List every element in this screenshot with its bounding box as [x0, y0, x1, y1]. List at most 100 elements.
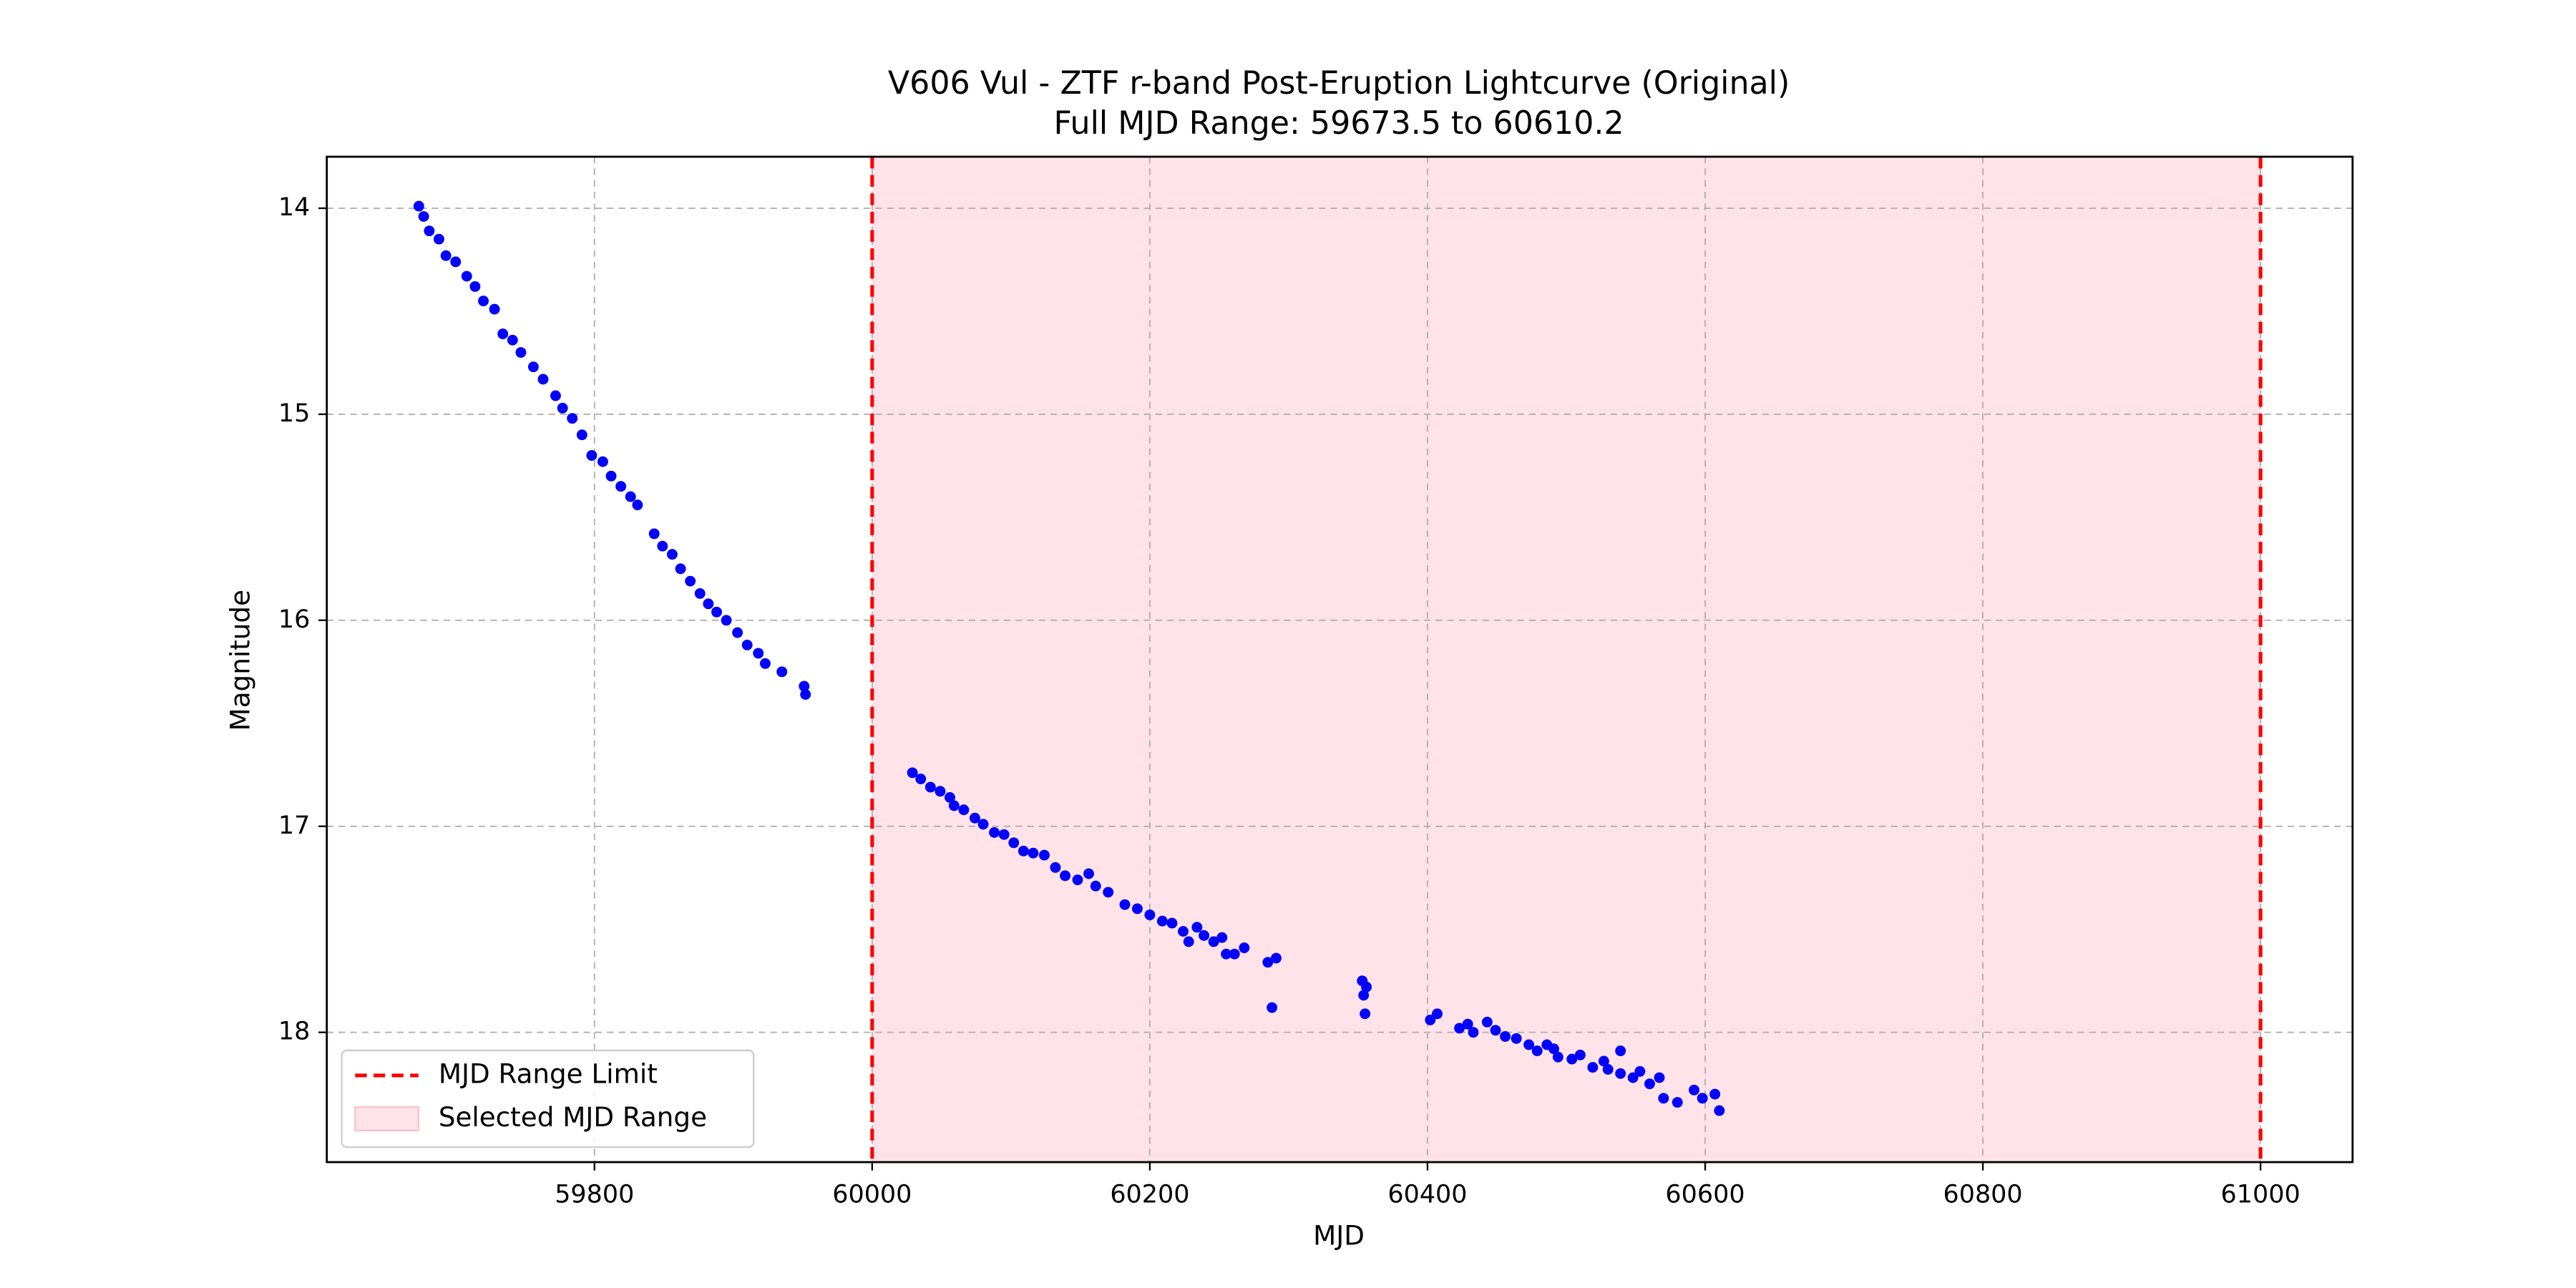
- data-point: [935, 786, 946, 797]
- data-point: [1131, 903, 1143, 914]
- data-point: [1216, 932, 1228, 943]
- data-point: [489, 303, 500, 315]
- x-tick-label: 61000: [2221, 1181, 2301, 1209]
- data-point: [989, 826, 1000, 838]
- selected-range: [872, 157, 2261, 1163]
- legend-label: MJD Range Limit: [439, 1058, 658, 1089]
- data-point: [945, 792, 955, 803]
- data-point: [753, 648, 764, 659]
- data-point: [1714, 1105, 1725, 1116]
- legend-box: [341, 1049, 755, 1148]
- legend-span-swatch: [354, 1106, 420, 1131]
- x-tick-label: 60000: [832, 1181, 912, 1209]
- data-point: [1103, 887, 1114, 898]
- data-point: [576, 429, 587, 441]
- y-tick-label: 18: [278, 1018, 310, 1046]
- data-point: [948, 800, 960, 811]
- y-tick-label: 14: [278, 193, 310, 222]
- data-point: [1208, 936, 1219, 947]
- data-point: [1018, 845, 1029, 857]
- data-point: [1028, 847, 1039, 859]
- data-point: [1178, 926, 1189, 937]
- data-point: [615, 481, 627, 492]
- data-point: [1361, 981, 1372, 992]
- data-point: [1587, 1062, 1599, 1073]
- data-point: [1490, 1025, 1501, 1036]
- data-point: [1083, 868, 1094, 879]
- chart-title: V606 Vul - ZTF r-band Post-Eruption Ligh…: [888, 65, 1790, 102]
- data-point: [666, 549, 678, 560]
- data-point: [515, 347, 527, 358]
- data-point: [507, 334, 518, 346]
- data-point: [1500, 1030, 1511, 1042]
- data-point: [1511, 1033, 1522, 1044]
- x-tick-label: 59800: [555, 1181, 634, 1209]
- data-point: [1358, 990, 1370, 1001]
- data-point: [1644, 1078, 1655, 1090]
- y-axis-label: Magnitude: [224, 590, 255, 731]
- data-point: [1060, 870, 1070, 882]
- data-point: [434, 233, 444, 245]
- data-point: [648, 528, 660, 540]
- data-point: [418, 211, 429, 222]
- data-point: [1156, 915, 1168, 927]
- data-point: [1090, 880, 1101, 892]
- data-point: [557, 402, 568, 414]
- data-point: [694, 587, 706, 599]
- data-point: [1672, 1097, 1683, 1108]
- data-point: [1462, 1018, 1473, 1030]
- data-point: [1689, 1084, 1699, 1096]
- data-point: [1574, 1049, 1586, 1060]
- data-point: [657, 540, 668, 552]
- data-point: [1183, 936, 1194, 947]
- data-point: [1221, 948, 1232, 960]
- data-point: [550, 390, 561, 401]
- data-point: [776, 666, 788, 678]
- x-tick-label: 60400: [1387, 1181, 1467, 1209]
- data-point: [1481, 1016, 1493, 1028]
- data-point: [703, 598, 714, 610]
- data-point: [1531, 1045, 1543, 1057]
- data-point: [711, 606, 722, 618]
- data-point: [527, 361, 539, 373]
- data-point: [1239, 942, 1250, 954]
- data-point: [1615, 1045, 1626, 1057]
- data-point: [1654, 1072, 1665, 1083]
- data-point: [1191, 922, 1203, 933]
- data-point: [413, 200, 424, 212]
- data-point: [424, 225, 435, 237]
- data-point: [1271, 952, 1282, 964]
- data-point: [1602, 1064, 1614, 1075]
- data-point: [1598, 1055, 1609, 1067]
- data-point: [685, 575, 696, 587]
- data-point: [1523, 1039, 1535, 1050]
- data-point: [461, 270, 472, 282]
- data-point: [1468, 1027, 1479, 1038]
- y-tick-label: 15: [278, 399, 310, 428]
- x-tick-label: 60200: [1110, 1181, 1189, 1209]
- data-point: [567, 413, 578, 424]
- plot-frame: [326, 155, 2354, 1163]
- data-point: [675, 563, 686, 575]
- data-point: [1615, 1068, 1626, 1079]
- y-tick-label: 16: [278, 605, 310, 634]
- data-point: [1229, 948, 1240, 960]
- data-point: [924, 781, 936, 793]
- data-point: [1627, 1072, 1639, 1083]
- data-point: [632, 499, 643, 511]
- data-point: [721, 615, 732, 626]
- data-point: [977, 819, 989, 830]
- data-point: [1267, 1002, 1278, 1013]
- data-point: [440, 250, 452, 261]
- data-point: [497, 328, 509, 340]
- data-point: [478, 296, 489, 307]
- data-point: [1072, 874, 1083, 886]
- data-point: [605, 470, 617, 482]
- data-point: [1552, 1051, 1563, 1063]
- y-tick-label: 17: [278, 811, 310, 840]
- data-point: [732, 627, 743, 638]
- x-tick-label: 60800: [1943, 1181, 2022, 1209]
- data-point: [625, 491, 636, 502]
- data-point: [1008, 837, 1020, 849]
